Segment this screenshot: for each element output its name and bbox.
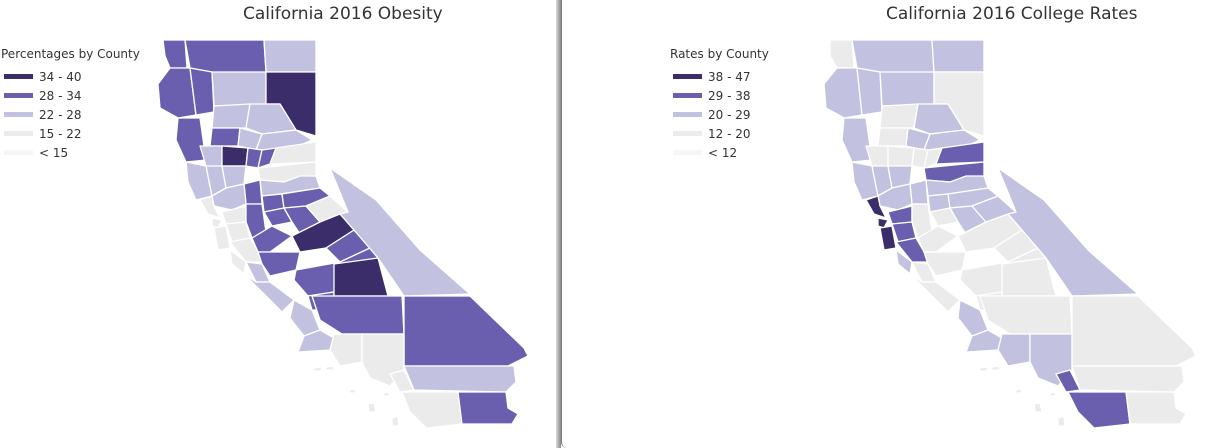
county-sacramento[interactable]	[909, 179, 929, 205]
county-shasta[interactable]	[211, 71, 267, 107]
college-legend-item-1[interactable]: 38 - 47	[673, 67, 769, 86]
county-imperial[interactable]	[457, 391, 519, 425]
college-legend: Rates by County 38 - 47 29 - 38 20 - 29 …	[670, 47, 769, 162]
legend-swatch	[4, 150, 33, 155]
island-3	[348, 388, 357, 394]
county-merced[interactable]	[923, 251, 967, 277]
legend-swatch	[673, 131, 702, 136]
county-riverside[interactable]	[1071, 365, 1185, 393]
island-5	[382, 391, 391, 397]
county-kern[interactable]	[311, 295, 405, 335]
obesity-map-panel: California 2016 Obesity Percentages by C…	[0, 0, 556, 448]
legend-swatch	[4, 112, 33, 117]
county-san-bernardino[interactable]	[403, 295, 529, 367]
county-san-bernardino[interactable]	[1071, 295, 1197, 367]
county-tulare[interactable]	[333, 257, 389, 297]
legend-swatch	[4, 131, 33, 136]
obesity-legend: Percentages by County 34 - 40 28 - 34 22…	[1, 47, 140, 162]
county-tulare[interactable]	[1001, 257, 1057, 297]
county-modoc[interactable]	[931, 39, 985, 73]
legend-swatch	[673, 93, 702, 98]
obesity-legend-item-4[interactable]: 15 - 22	[4, 124, 140, 143]
legend-swatch	[673, 112, 702, 117]
college-map-panel: California 2016 College Rates Rates by C…	[561, 0, 1207, 448]
county-inyo[interactable]	[329, 167, 471, 297]
island-1	[312, 366, 323, 372]
county-marin[interactable]	[199, 195, 221, 219]
legend-swatch	[4, 74, 33, 79]
county-lake[interactable]	[199, 145, 223, 169]
county-glenn[interactable]	[877, 127, 909, 147]
county-del-norte[interactable]	[162, 39, 188, 69]
county-ventura[interactable]	[329, 333, 363, 367]
county-colusa[interactable]	[887, 145, 915, 167]
county-imperial[interactable]	[1125, 391, 1187, 425]
obesity-legend-item-2[interactable]: 28 - 34	[4, 86, 140, 105]
island-4	[1033, 402, 1043, 413]
county-san-diego[interactable]	[1067, 391, 1131, 429]
county-san-diego[interactable]	[401, 391, 463, 429]
college-legend-item-2[interactable]: 29 - 38	[673, 86, 769, 105]
legend-label: 15 - 22	[39, 126, 82, 141]
island-4	[367, 402, 377, 413]
county-sacramento[interactable]	[243, 179, 263, 205]
college-legend-title: Rates by County	[670, 47, 769, 61]
county-kern[interactable]	[979, 295, 1073, 335]
county-trinity[interactable]	[856, 67, 883, 116]
legend-label: 12 - 20	[708, 126, 751, 141]
county-stanislaus[interactable]	[251, 225, 293, 253]
county-shasta[interactable]	[879, 71, 935, 107]
county-stanislaus[interactable]	[917, 225, 959, 253]
legend-label: 29 - 38	[708, 88, 751, 103]
county-humboldt[interactable]	[823, 67, 863, 119]
obesity-legend-item-3[interactable]: 22 - 28	[4, 105, 140, 124]
obesity-map-title: California 2016 Obesity	[243, 4, 443, 24]
county-merced[interactable]	[257, 251, 301, 277]
obesity-legend-item-5[interactable]: < 15	[4, 143, 140, 162]
county-tehama[interactable]	[211, 103, 251, 129]
county-ventura[interactable]	[997, 333, 1031, 367]
county-san-mateo[interactable]	[879, 225, 897, 251]
county-mendocino[interactable]	[841, 117, 873, 163]
legend-label: 20 - 29	[708, 107, 751, 122]
county-san-mateo[interactable]	[213, 225, 231, 251]
legend-label: 38 - 47	[708, 69, 751, 84]
county-colusa[interactable]	[221, 145, 249, 167]
county-lake[interactable]	[865, 145, 889, 169]
obesity-legend-item-1[interactable]: 34 - 40	[4, 67, 140, 86]
legend-swatch	[673, 150, 702, 155]
county-tehama[interactable]	[879, 103, 919, 129]
island-1	[978, 366, 989, 372]
county-glenn[interactable]	[209, 127, 241, 147]
county-inyo[interactable]	[997, 167, 1139, 297]
college-legend-item-3[interactable]: 20 - 29	[673, 105, 769, 124]
island-3	[1014, 388, 1023, 394]
legend-label: < 12	[708, 145, 738, 160]
island-6	[391, 415, 400, 427]
county-humboldt[interactable]	[157, 67, 197, 119]
island-6	[1057, 415, 1066, 427]
legend-label: 34 - 40	[39, 69, 82, 84]
county-marin[interactable]	[865, 195, 887, 219]
obesity-county-map	[157, 39, 529, 429]
county-mendocino[interactable]	[175, 117, 207, 163]
college-legend-item-5[interactable]: < 12	[673, 143, 769, 162]
island-2	[990, 365, 1001, 371]
legend-label: 22 - 28	[39, 107, 82, 122]
legend-label: 28 - 34	[39, 88, 82, 103]
college-legend-item-4[interactable]: 12 - 20	[673, 124, 769, 143]
island-2	[324, 365, 335, 371]
obesity-legend-title: Percentages by County	[1, 47, 140, 61]
panel-divider	[556, 0, 561, 448]
legend-swatch	[673, 74, 702, 79]
college-map-title: California 2016 College Rates	[886, 4, 1138, 24]
college-county-map	[823, 39, 1197, 429]
county-riverside[interactable]	[403, 365, 517, 393]
legend-label: < 15	[39, 145, 69, 160]
legend-swatch	[4, 93, 33, 98]
county-del-norte[interactable]	[829, 39, 855, 69]
county-modoc[interactable]	[263, 39, 317, 73]
island-5	[1048, 391, 1057, 397]
